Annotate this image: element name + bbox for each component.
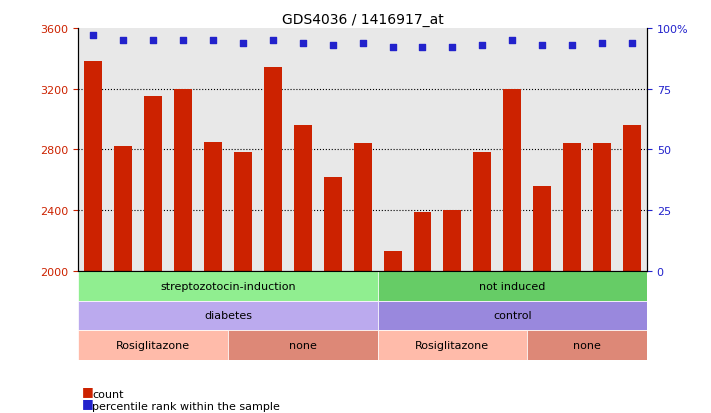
Bar: [84, 62, 102, 271]
Bar: [383, 252, 402, 271]
Point: [417, 45, 428, 52]
Point: [476, 43, 488, 49]
Bar: [144, 97, 162, 271]
Bar: [503, 90, 521, 271]
FancyBboxPatch shape: [78, 330, 228, 360]
Bar: [294, 126, 311, 271]
Text: ■: ■: [82, 385, 94, 397]
Point: [387, 45, 398, 52]
Point: [177, 38, 188, 44]
Point: [447, 45, 458, 52]
FancyBboxPatch shape: [228, 330, 378, 360]
FancyBboxPatch shape: [528, 330, 647, 360]
FancyBboxPatch shape: [378, 271, 647, 301]
Bar: [174, 90, 192, 271]
Point: [357, 40, 368, 47]
Bar: [324, 177, 342, 271]
Text: control: control: [493, 311, 532, 320]
Text: count: count: [92, 389, 124, 399]
Bar: [623, 126, 641, 271]
Bar: [204, 142, 222, 271]
Text: diabetes: diabetes: [204, 311, 252, 320]
Bar: [234, 153, 252, 271]
Text: percentile rank within the sample: percentile rank within the sample: [92, 401, 280, 411]
Bar: [264, 68, 282, 271]
Text: not induced: not induced: [479, 281, 545, 291]
Point: [267, 38, 279, 44]
Point: [147, 38, 159, 44]
Point: [297, 40, 309, 47]
FancyBboxPatch shape: [378, 301, 647, 330]
Title: GDS4036 / 1416917_at: GDS4036 / 1416917_at: [282, 12, 444, 26]
Point: [626, 40, 638, 47]
Point: [507, 38, 518, 44]
Point: [207, 38, 218, 44]
FancyBboxPatch shape: [78, 301, 378, 330]
Bar: [353, 144, 372, 271]
Bar: [114, 147, 132, 271]
Bar: [474, 153, 491, 271]
Bar: [563, 144, 581, 271]
Point: [567, 43, 578, 49]
Bar: [593, 144, 611, 271]
Bar: [533, 186, 551, 271]
Text: Rosiglitazone: Rosiglitazone: [415, 340, 489, 350]
Text: none: none: [289, 340, 316, 350]
Text: Rosiglitazone: Rosiglitazone: [116, 340, 190, 350]
Point: [117, 38, 129, 44]
Text: none: none: [573, 340, 601, 350]
Bar: [444, 211, 461, 271]
Text: streptozotocin-induction: streptozotocin-induction: [160, 281, 296, 291]
FancyBboxPatch shape: [78, 271, 378, 301]
Point: [537, 43, 548, 49]
Text: ■: ■: [82, 396, 94, 408]
Point: [597, 40, 608, 47]
Point: [327, 43, 338, 49]
Point: [237, 40, 249, 47]
FancyBboxPatch shape: [378, 330, 528, 360]
Point: [87, 33, 99, 40]
Bar: [414, 212, 432, 271]
